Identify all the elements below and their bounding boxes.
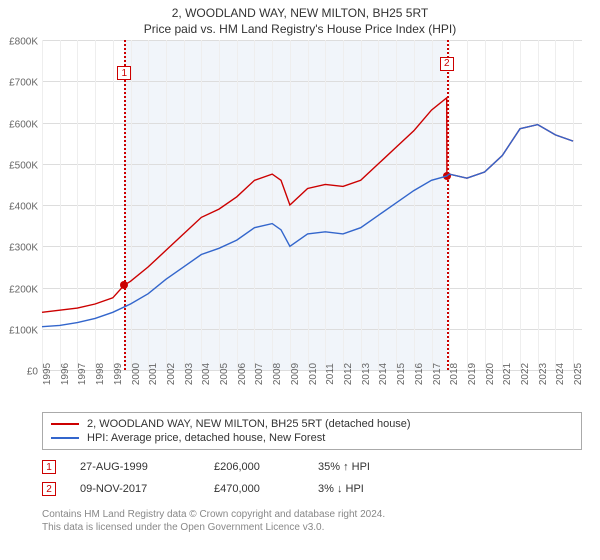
x-tick-label: 2018 xyxy=(449,363,460,385)
y-tick-label: £200K xyxy=(9,284,38,295)
sale-row: 1 27-AUG-1999 £206,000 35% ↑ HPI xyxy=(42,456,582,478)
y-tick-label: £100K xyxy=(9,325,38,336)
legend-label: HPI: Average price, detached house, New … xyxy=(87,432,325,444)
x-tick-label: 2001 xyxy=(148,363,159,385)
x-tick-label: 2016 xyxy=(414,363,425,385)
x-tick-label: 2008 xyxy=(272,363,283,385)
sales-table: 1 27-AUG-1999 £206,000 35% ↑ HPI 2 09-NOV-201… xyxy=(42,456,582,500)
x-tick-label: 2015 xyxy=(396,363,407,385)
x-tick-label: 2000 xyxy=(131,363,142,385)
chart-subtitle: Price paid vs. HM Land Registry's House … xyxy=(0,20,600,40)
x-tick-label: 2019 xyxy=(467,363,478,385)
x-tick-label: 1998 xyxy=(95,363,106,385)
y-tick-label: £800K xyxy=(9,37,38,48)
y-axis: £0£100K£200K£300K£400K£500K£600K£700K£80… xyxy=(0,42,42,372)
sale-price: £206,000 xyxy=(214,461,294,473)
legend-swatch xyxy=(51,423,79,425)
x-tick-label: 1996 xyxy=(60,363,71,385)
sale-row: 2 09-NOV-2017 £470,000 3% ↓ HPI xyxy=(42,478,582,500)
legend-row: 2, WOODLAND WAY, NEW MILTON, BH25 5RT (d… xyxy=(51,417,573,431)
x-tick-label: 2012 xyxy=(343,363,354,385)
legend: 2, WOODLAND WAY, NEW MILTON, BH25 5RT (d… xyxy=(42,412,582,450)
x-tick-label: 2007 xyxy=(254,363,265,385)
y-tick-label: £600K xyxy=(9,119,38,130)
x-axis: 1995199619971998199920002001200220032004… xyxy=(42,370,582,404)
x-tick-label: 1999 xyxy=(113,363,124,385)
x-tick-label: 2009 xyxy=(290,363,301,385)
sale-date: 09-NOV-2017 xyxy=(80,483,190,495)
x-tick-label: 2004 xyxy=(201,363,212,385)
sale-marker-badge: 2 xyxy=(42,482,56,496)
legend-row: HPI: Average price, detached house, New … xyxy=(51,431,573,445)
legend-swatch xyxy=(51,437,79,439)
y-tick-label: £700K xyxy=(9,78,38,89)
x-tick-label: 2005 xyxy=(219,363,230,385)
y-tick-label: £400K xyxy=(9,202,38,213)
x-tick-label: 2021 xyxy=(502,363,513,385)
sale-vs-hpi: 3% ↓ HPI xyxy=(318,483,364,495)
footer-attribution: Contains HM Land Registry data © Crown c… xyxy=(42,508,582,534)
y-tick-label: £0 xyxy=(27,367,38,378)
sale-price: £470,000 xyxy=(214,483,294,495)
chart-plot-area: 12 xyxy=(42,40,582,370)
sale-marker-badge: 1 xyxy=(42,460,56,474)
series-line-hpi xyxy=(42,125,573,327)
x-tick-label: 2023 xyxy=(538,363,549,385)
y-tick-label: £500K xyxy=(9,160,38,171)
sale-vs-hpi: 35% ↑ HPI xyxy=(318,461,370,473)
x-tick-label: 2022 xyxy=(520,363,531,385)
x-tick-label: 2011 xyxy=(325,363,336,385)
footer-line: This data is licensed under the Open Gov… xyxy=(42,521,582,534)
x-tick-label: 2002 xyxy=(166,363,177,385)
x-tick-label: 2024 xyxy=(555,363,566,385)
x-tick-label: 2010 xyxy=(308,363,319,385)
footer-line: Contains HM Land Registry data © Crown c… xyxy=(42,508,582,521)
sale-date: 27-AUG-1999 xyxy=(80,461,190,473)
chart-title: 2, WOODLAND WAY, NEW MILTON, BH25 5RT xyxy=(0,0,600,20)
x-tick-label: 2020 xyxy=(485,363,496,385)
x-tick-label: 2014 xyxy=(378,363,389,385)
x-tick-label: 2017 xyxy=(432,363,443,385)
x-tick-label: 1995 xyxy=(42,363,53,385)
x-tick-label: 2013 xyxy=(361,363,372,385)
x-tick-label: 1997 xyxy=(77,363,88,385)
legend-label: 2, WOODLAND WAY, NEW MILTON, BH25 5RT (d… xyxy=(87,418,411,430)
series-line-price_paid xyxy=(42,98,573,312)
x-tick-label: 2003 xyxy=(184,363,195,385)
x-tick-label: 2006 xyxy=(237,363,248,385)
y-tick-label: £300K xyxy=(9,243,38,254)
x-tick-label: 2025 xyxy=(573,363,584,385)
